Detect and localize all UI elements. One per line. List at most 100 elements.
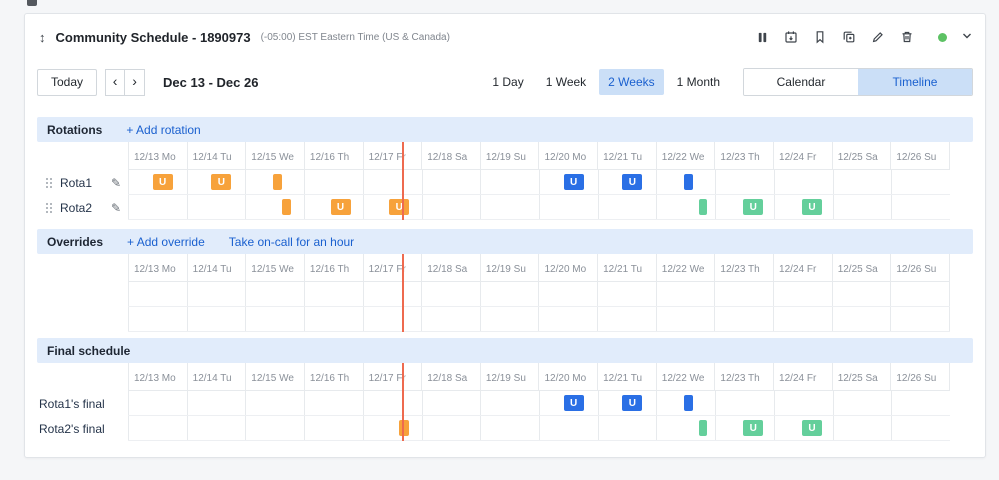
copy-icon[interactable] bbox=[838, 26, 860, 48]
slot-cell[interactable] bbox=[245, 307, 304, 331]
slot-cell[interactable] bbox=[773, 282, 832, 306]
zoom-option-1-day[interactable]: 1 Day bbox=[483, 69, 532, 95]
drag-vertical-icon[interactable]: ↕ bbox=[39, 29, 46, 45]
slot-cell[interactable] bbox=[362, 307, 422, 331]
slot-cell[interactable] bbox=[773, 307, 832, 331]
slot-cell[interactable] bbox=[538, 307, 597, 331]
edit-rotation-icon[interactable]: ✎ bbox=[110, 175, 121, 190]
slot-cell[interactable] bbox=[421, 195, 481, 219]
slot-cell[interactable] bbox=[891, 170, 950, 194]
add-rotation-link[interactable]: + Add rotation bbox=[126, 122, 201, 137]
slot-cell[interactable] bbox=[831, 282, 891, 306]
shift-badge[interactable] bbox=[399, 420, 409, 436]
shift-badge[interactable]: U bbox=[152, 174, 173, 190]
slot-cell[interactable] bbox=[891, 195, 950, 219]
calendar-export-icon[interactable] bbox=[780, 26, 802, 48]
add-override-link[interactable]: + Add override bbox=[127, 234, 205, 249]
slot-cell[interactable] bbox=[304, 391, 363, 415]
edit-icon[interactable] bbox=[867, 26, 889, 48]
slot-cell[interactable] bbox=[128, 416, 187, 440]
slot-cell[interactable] bbox=[539, 391, 598, 415]
slot-cell[interactable] bbox=[421, 416, 481, 440]
slot-cell[interactable] bbox=[128, 307, 187, 331]
scrollbar-thumb[interactable] bbox=[27, 0, 37, 6]
slot-cell[interactable] bbox=[715, 170, 774, 194]
slot-cell[interactable] bbox=[479, 282, 539, 306]
slot-cell[interactable] bbox=[186, 307, 246, 331]
shift-badge[interactable]: U bbox=[802, 199, 822, 215]
shift-badge[interactable] bbox=[281, 199, 291, 215]
zoom-option-2-weeks[interactable]: 2 Weeks bbox=[599, 69, 664, 95]
slot-cell[interactable] bbox=[421, 391, 481, 415]
slot-cell[interactable] bbox=[128, 170, 187, 194]
slot-cell[interactable] bbox=[656, 195, 715, 219]
slot-cell[interactable] bbox=[303, 282, 363, 306]
zoom-option-1-month[interactable]: 1 Month bbox=[668, 69, 729, 95]
slot-cell[interactable] bbox=[890, 307, 950, 331]
shift-badge[interactable] bbox=[684, 395, 693, 411]
slot-cell[interactable] bbox=[362, 282, 422, 306]
slot-cell[interactable] bbox=[773, 170, 833, 194]
slot-cell[interactable] bbox=[597, 170, 657, 194]
slot-cell[interactable] bbox=[773, 195, 833, 219]
next-range-button[interactable]: › bbox=[125, 68, 146, 96]
row-drag-handle-icon[interactable] bbox=[45, 202, 53, 214]
shift-badge[interactable]: U bbox=[211, 174, 232, 190]
slot-cell[interactable] bbox=[362, 391, 422, 415]
slot-cell[interactable] bbox=[480, 170, 539, 194]
slot-cell[interactable] bbox=[656, 170, 715, 194]
slot-cell[interactable] bbox=[891, 416, 950, 440]
slot-cell[interactable] bbox=[715, 195, 774, 219]
slot-cell[interactable] bbox=[539, 416, 598, 440]
slot-cell[interactable] bbox=[421, 170, 481, 194]
slot-cell[interactable] bbox=[656, 416, 715, 440]
edit-rotation-icon[interactable]: ✎ bbox=[110, 200, 121, 215]
slot-cell[interactable] bbox=[655, 307, 715, 331]
slot-cell[interactable] bbox=[362, 195, 422, 219]
slot-cell[interactable] bbox=[304, 195, 363, 219]
shift-badge[interactable]: U bbox=[743, 420, 764, 436]
slot-cell[interactable] bbox=[480, 416, 539, 440]
shift-badge[interactable]: U bbox=[563, 395, 584, 411]
slot-cell[interactable] bbox=[245, 391, 304, 415]
slot-cell[interactable] bbox=[539, 195, 598, 219]
prev-range-button[interactable]: ‹ bbox=[105, 68, 126, 96]
collapse-chevron-icon[interactable] bbox=[961, 30, 973, 45]
slot-cell[interactable] bbox=[832, 391, 892, 415]
slot-cell[interactable] bbox=[715, 416, 774, 440]
shift-badge[interactable] bbox=[698, 199, 708, 215]
slot-cell[interactable] bbox=[480, 195, 539, 219]
take-oncall-link[interactable]: Take on-call for an hour bbox=[228, 234, 355, 249]
pause-icon[interactable] bbox=[751, 26, 773, 48]
slot-cell[interactable] bbox=[479, 307, 539, 331]
shift-badge[interactable] bbox=[273, 174, 282, 190]
shift-badge[interactable]: U bbox=[389, 199, 410, 215]
shift-badge[interactable]: U bbox=[563, 174, 584, 190]
slot-cell[interactable] bbox=[245, 170, 304, 194]
slot-cell[interactable] bbox=[128, 391, 187, 415]
slot-cell[interactable] bbox=[421, 307, 480, 331]
slot-cell[interactable] bbox=[832, 170, 892, 194]
slot-cell[interactable] bbox=[714, 307, 773, 331]
row-drag-handle-icon[interactable] bbox=[45, 177, 53, 189]
slot-cell[interactable] bbox=[538, 282, 597, 306]
slot-cell[interactable] bbox=[597, 282, 656, 306]
shift-badge[interactable]: U bbox=[330, 199, 351, 215]
slot-cell[interactable] bbox=[304, 416, 363, 440]
slot-cell[interactable] bbox=[186, 391, 246, 415]
slot-cell[interactable] bbox=[773, 416, 833, 440]
slot-cell[interactable] bbox=[186, 416, 246, 440]
slot-cell[interactable] bbox=[480, 391, 539, 415]
shift-badge[interactable] bbox=[698, 420, 708, 436]
shift-badge[interactable]: U bbox=[802, 420, 822, 436]
slot-cell[interactable] bbox=[890, 282, 950, 306]
zoom-option-1-week[interactable]: 1 Week bbox=[537, 69, 595, 95]
slot-cell[interactable] bbox=[655, 282, 715, 306]
bookmark-add-icon[interactable] bbox=[809, 26, 831, 48]
delete-icon[interactable] bbox=[896, 26, 918, 48]
shift-badge[interactable]: U bbox=[743, 199, 764, 215]
slot-cell[interactable] bbox=[832, 195, 892, 219]
slot-cell[interactable] bbox=[128, 195, 187, 219]
slot-cell[interactable] bbox=[245, 195, 304, 219]
slot-cell[interactable] bbox=[539, 170, 598, 194]
